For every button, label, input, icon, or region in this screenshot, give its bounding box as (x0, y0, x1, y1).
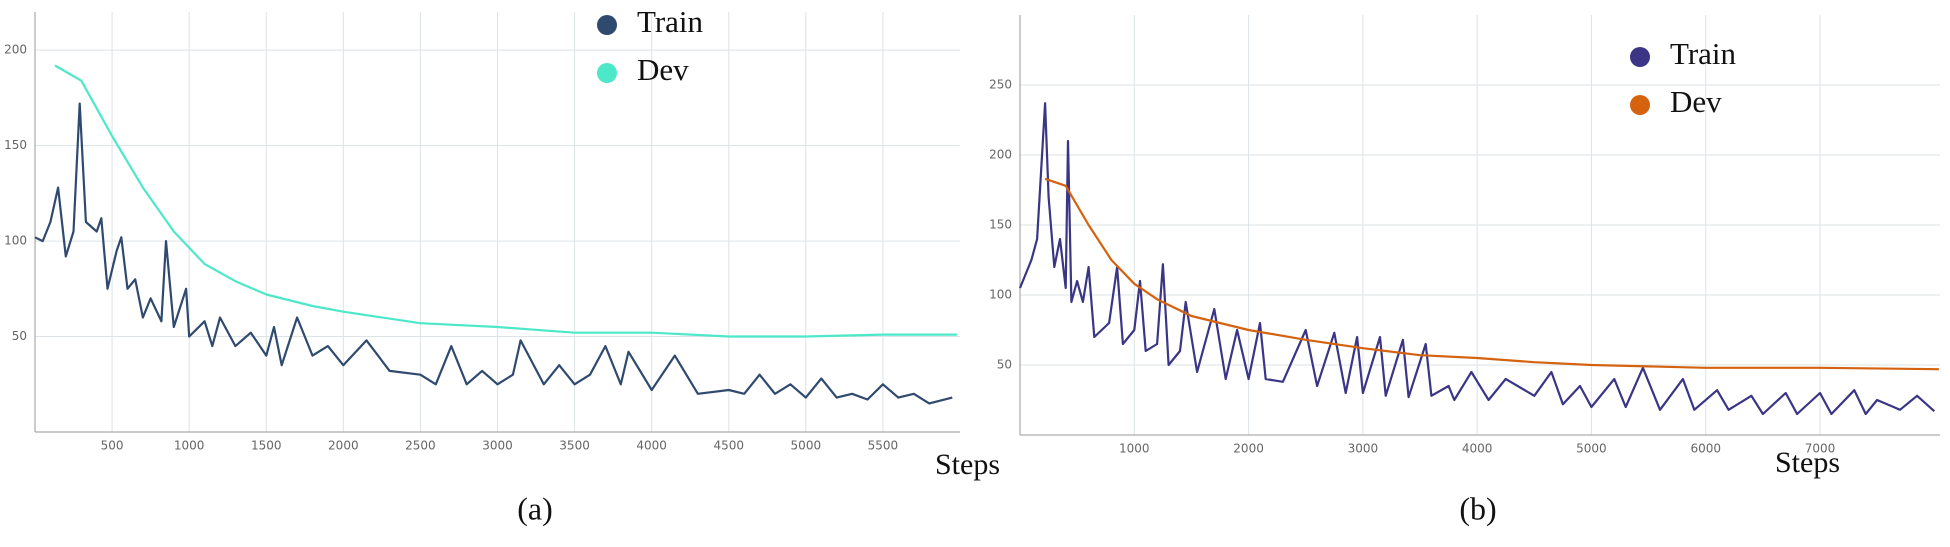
x-axis-label: Steps (935, 448, 1000, 481)
x-tick-label: 7000 (1805, 442, 1836, 456)
y-tick-label: 150 (4, 138, 27, 152)
x-tick-label: 1500 (251, 439, 282, 453)
x-tick-label: 4000 (1462, 442, 1493, 456)
y-tick-label: 200 (989, 148, 1012, 162)
series-line (34, 102, 953, 405)
y-tick-label: 50 (12, 329, 27, 343)
y-tick-label: 100 (989, 288, 1012, 302)
legend-marker (597, 63, 617, 83)
legend-marker (597, 15, 617, 35)
x-tick-label: 5000 (791, 439, 822, 453)
x-tick-label: 2000 (1233, 442, 1264, 456)
legend-marker (1630, 47, 1650, 67)
y-tick-label: 100 (4, 234, 27, 248)
x-tick-label: 1000 (174, 439, 205, 453)
legend-label: Dev (637, 52, 689, 87)
x-tick-label: 5000 (1576, 442, 1607, 456)
caption: (a) (517, 490, 553, 526)
y-tick-label: 150 (989, 218, 1012, 232)
x-axis-label: Steps (1775, 446, 1840, 479)
x-tick-label: 5500 (868, 439, 899, 453)
legend-label: Dev (1670, 84, 1722, 119)
y-tick-label: 250 (989, 78, 1012, 92)
x-tick-label: 4000 (636, 439, 667, 453)
y-tick-label: 200 (4, 43, 27, 57)
x-tick-label: 3000 (482, 439, 513, 453)
series-line (1044, 177, 1939, 371)
x-tick-label: 6000 (1690, 442, 1721, 456)
x-tick-label: 500 (101, 439, 124, 453)
series-line (54, 64, 957, 338)
caption: (b) (1459, 490, 1496, 526)
x-tick-label: 3500 (559, 439, 590, 453)
legend-label: Train (1670, 36, 1737, 71)
x-tick-label: 4500 (713, 439, 744, 453)
x-tick-label: 3000 (1348, 442, 1379, 456)
x-tick-label: 2500 (405, 439, 436, 453)
y-tick-label: 50 (997, 358, 1012, 372)
x-tick-label: 2000 (328, 439, 359, 453)
legend-marker (1630, 95, 1650, 115)
series-line (1018, 102, 1936, 416)
x-tick-label: 1000 (1119, 442, 1150, 456)
legend-label: Train (637, 4, 704, 39)
